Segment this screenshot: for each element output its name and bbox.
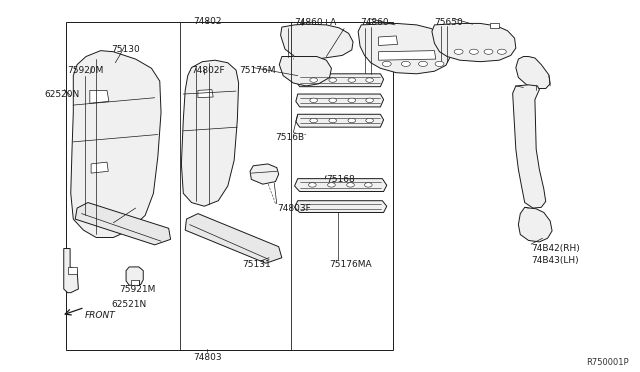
Polygon shape <box>181 60 239 206</box>
Polygon shape <box>64 248 78 293</box>
Polygon shape <box>490 23 499 28</box>
Circle shape <box>401 61 410 67</box>
Polygon shape <box>126 267 143 285</box>
Text: 75920M: 75920M <box>68 67 104 76</box>
Text: 7516B: 7516B <box>275 133 305 142</box>
Circle shape <box>366 118 373 123</box>
Polygon shape <box>294 201 387 212</box>
Polygon shape <box>432 23 516 62</box>
Text: 74860: 74860 <box>360 17 388 26</box>
Circle shape <box>308 183 316 187</box>
Circle shape <box>329 78 337 82</box>
Polygon shape <box>296 114 383 127</box>
Polygon shape <box>250 164 278 184</box>
Polygon shape <box>296 74 383 87</box>
Circle shape <box>484 49 493 54</box>
Circle shape <box>365 183 372 187</box>
Polygon shape <box>294 179 387 192</box>
Circle shape <box>329 118 337 123</box>
Text: 74802F: 74802F <box>191 67 225 76</box>
Circle shape <box>348 98 356 103</box>
Circle shape <box>382 61 391 67</box>
Circle shape <box>310 98 317 103</box>
Text: 74B42(RH): 74B42(RH) <box>531 244 580 253</box>
Circle shape <box>348 78 356 82</box>
Text: 75176M: 75176M <box>239 67 276 76</box>
Text: 74860+A: 74860+A <box>294 17 337 26</box>
Polygon shape <box>378 36 397 45</box>
Circle shape <box>328 183 335 187</box>
Polygon shape <box>91 162 108 173</box>
Text: 74B43(LH): 74B43(LH) <box>531 256 579 265</box>
Circle shape <box>329 98 337 103</box>
Polygon shape <box>198 90 213 98</box>
Circle shape <box>497 49 506 54</box>
Text: 75131: 75131 <box>243 260 271 269</box>
Text: 75921M: 75921M <box>120 285 156 294</box>
Circle shape <box>348 118 356 123</box>
Circle shape <box>310 118 317 123</box>
Text: R750001P: R750001P <box>586 358 628 367</box>
Text: 62521N: 62521N <box>111 300 147 309</box>
Text: 75650: 75650 <box>435 17 463 26</box>
Polygon shape <box>296 94 383 107</box>
Circle shape <box>366 78 373 82</box>
Text: 74803F: 74803F <box>276 203 310 213</box>
Polygon shape <box>90 90 109 103</box>
Circle shape <box>366 98 373 103</box>
Circle shape <box>347 183 355 187</box>
Circle shape <box>419 61 428 67</box>
Polygon shape <box>516 57 550 89</box>
Polygon shape <box>280 24 353 60</box>
Polygon shape <box>71 51 161 237</box>
Polygon shape <box>131 280 139 285</box>
Circle shape <box>310 78 317 82</box>
Text: FRONT: FRONT <box>84 311 115 320</box>
Text: 75176MA: 75176MA <box>330 260 372 269</box>
Polygon shape <box>518 207 552 242</box>
Polygon shape <box>68 267 77 274</box>
Polygon shape <box>378 51 436 60</box>
Text: 74802: 74802 <box>193 17 221 26</box>
Circle shape <box>454 49 463 54</box>
Polygon shape <box>358 23 451 74</box>
Text: 62520N: 62520N <box>45 90 80 99</box>
Polygon shape <box>185 214 282 263</box>
Text: 74803: 74803 <box>193 353 222 362</box>
Polygon shape <box>513 85 546 208</box>
Polygon shape <box>76 202 171 245</box>
Polygon shape <box>279 57 332 86</box>
Text: 75130: 75130 <box>111 45 140 54</box>
Circle shape <box>435 61 444 67</box>
Text: 75168: 75168 <box>326 175 355 184</box>
Circle shape <box>469 49 478 54</box>
